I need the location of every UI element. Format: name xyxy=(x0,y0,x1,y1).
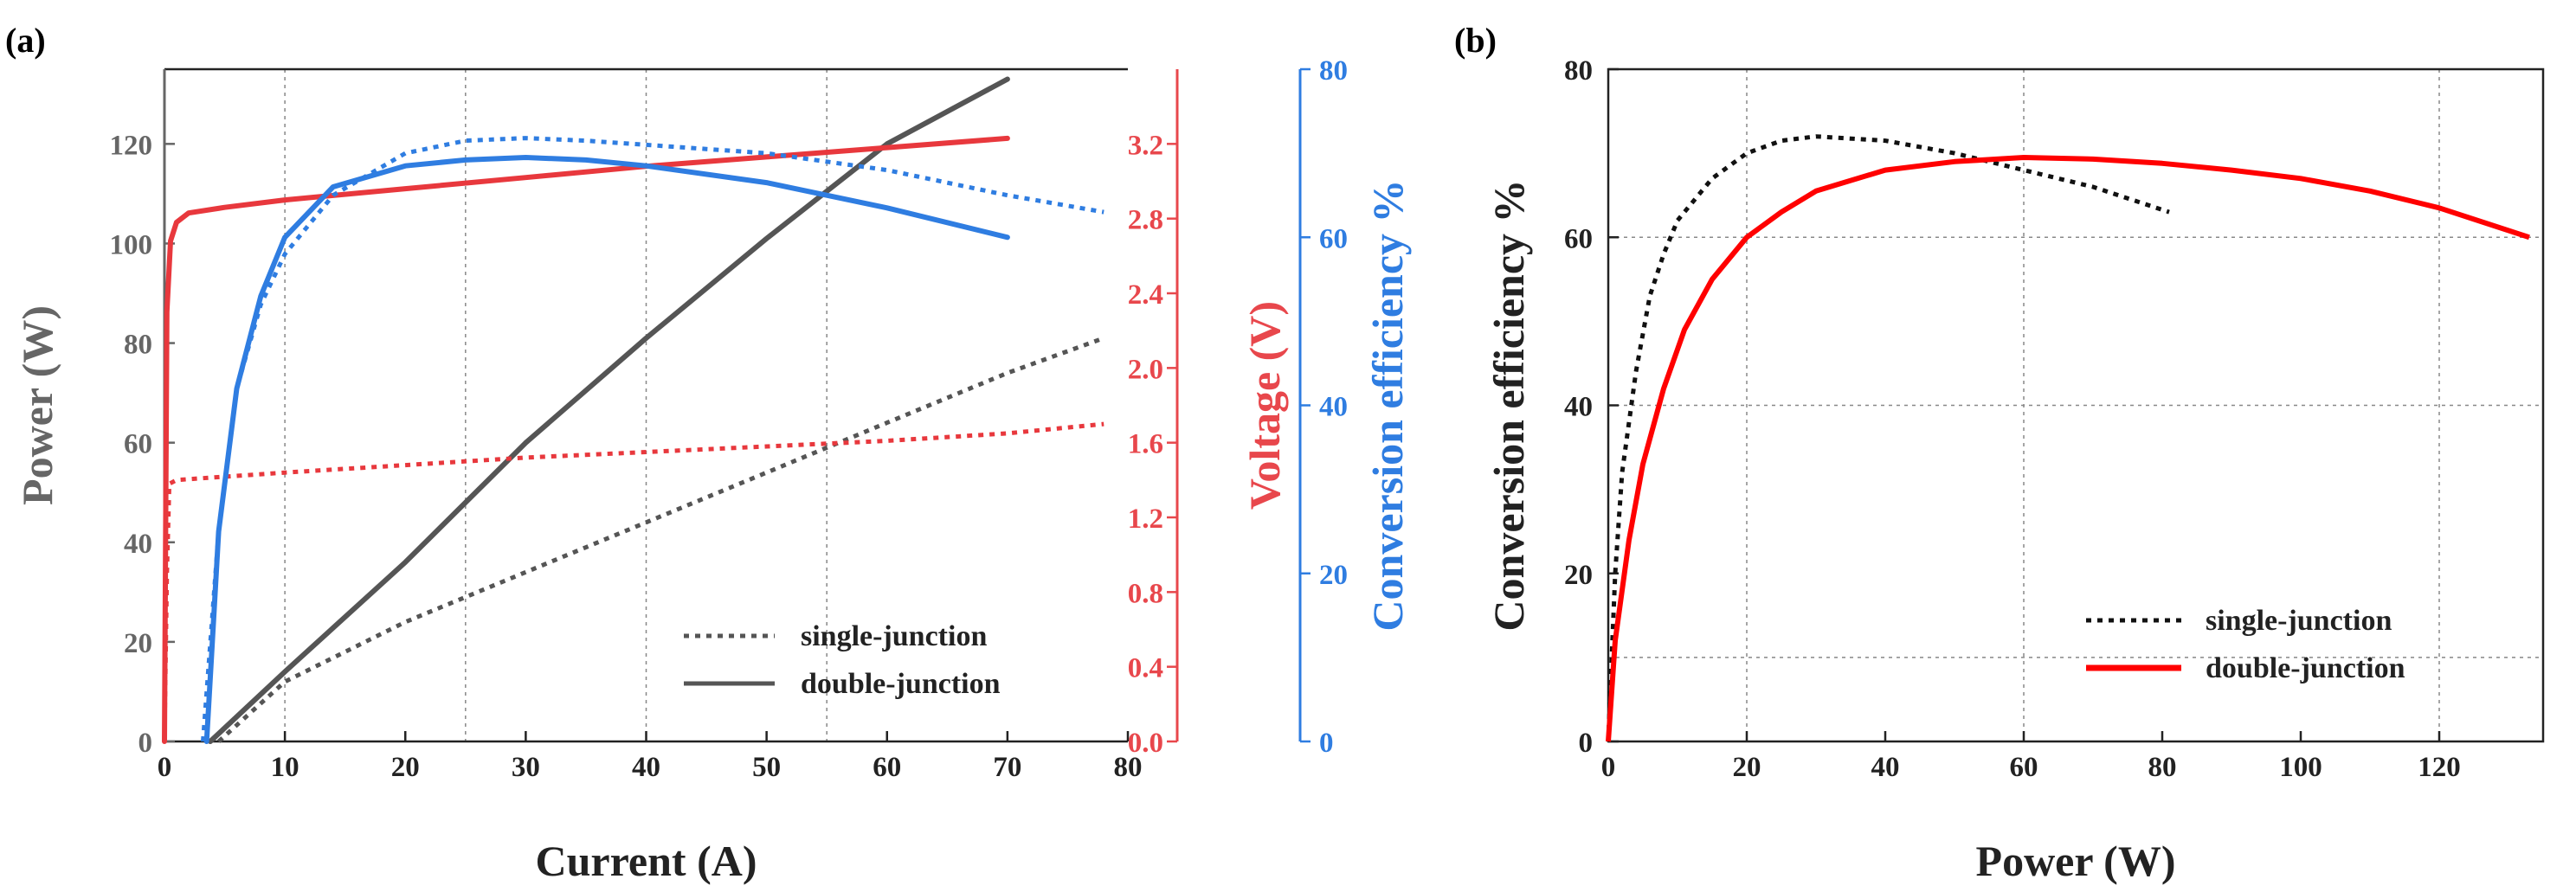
voltage-tick-label: 2.8 xyxy=(1128,205,1163,236)
x-tick-label: 40 xyxy=(632,752,660,783)
y-tick-label: 60 xyxy=(1564,223,1593,254)
y-tick-label: 80 xyxy=(1564,55,1593,87)
chart-a: 0 10 20 30 40 50 60 70 80 Current (A) 0 20 40 60 80 100… xyxy=(13,55,1412,885)
voltage-tick-label: 2.0 xyxy=(1128,354,1163,385)
efficiency-axis-label: Conversion efficiency % xyxy=(1363,179,1412,631)
efficiency-tick-label: 40 xyxy=(1319,392,1348,423)
x-tick-label: 80 xyxy=(1114,752,1143,783)
voltage-tick-label: 0.8 xyxy=(1128,578,1163,609)
series-single-junction xyxy=(1606,134,2170,742)
x-tick-label: 20 xyxy=(1733,752,1761,783)
x-tick-label: 0 xyxy=(158,752,172,783)
x-tick-label: 30 xyxy=(512,752,540,783)
x-tick-label: 80 xyxy=(2148,752,2177,783)
series-voltage-single-junction xyxy=(162,421,1104,742)
power-tick-label: 0 xyxy=(138,728,153,759)
efficiency-tick-label: 60 xyxy=(1319,223,1348,254)
y-axis-label: Conversion efficiency % xyxy=(1484,179,1533,631)
power-axis-label: Power (W) xyxy=(13,305,61,505)
voltage-tick-label: 3.2 xyxy=(1128,130,1163,161)
legend-label: double-junction xyxy=(801,668,1001,700)
x-axis-label: Power (W) xyxy=(1976,837,2176,885)
panel-a-label: (a) xyxy=(5,21,46,60)
x-tick-label: 100 xyxy=(2279,752,2322,783)
x-tick-label: 40 xyxy=(1871,752,1900,783)
x-axis-label: Current (A) xyxy=(536,837,757,885)
x-tick-label: 20 xyxy=(391,752,420,783)
voltage-tick-label: 0.4 xyxy=(1128,653,1163,684)
power-tick-label: 60 xyxy=(124,429,152,460)
voltage-tick-label: 1.2 xyxy=(1128,504,1163,535)
power-tick-label: 80 xyxy=(124,330,152,361)
series-voltage-double-junction xyxy=(162,135,1010,744)
x-tick-label: 0 xyxy=(1601,752,1616,783)
voltage-axis-label: Voltage (V) xyxy=(1240,301,1289,510)
y-tick-label: 20 xyxy=(1564,560,1593,591)
voltage-tick-label: 2.4 xyxy=(1128,279,1163,311)
legend-label: single-junction xyxy=(801,620,987,652)
series-power-double-junction xyxy=(207,76,1010,744)
voltage-tick-label: 1.6 xyxy=(1128,429,1163,460)
efficiency-tick-label: 80 xyxy=(1319,55,1348,87)
y-tick-label: 40 xyxy=(1564,392,1593,423)
x-tick-label: 60 xyxy=(2010,752,2038,783)
power-tick-label: 120 xyxy=(110,130,153,161)
legend-label: single-junction xyxy=(2206,605,2392,637)
x-tick-label: 60 xyxy=(873,752,901,783)
x-tick-label: 10 xyxy=(271,752,299,783)
power-tick-label: 40 xyxy=(124,529,152,560)
power-tick-label: 20 xyxy=(124,628,152,659)
y-tick-label: 0 xyxy=(1579,728,1594,759)
voltage-tick-label: 0.0 xyxy=(1128,728,1163,759)
legend-label: double-junction xyxy=(2206,652,2405,684)
x-tick-label: 70 xyxy=(993,752,1021,783)
efficiency-tick-label: 20 xyxy=(1319,560,1348,591)
series-power-single-junction xyxy=(216,336,1105,743)
power-tick-label: 100 xyxy=(110,229,153,260)
x-tick-label: 120 xyxy=(2418,752,2461,783)
x-tick-label: 50 xyxy=(752,752,781,783)
panel-b-label: (b) xyxy=(1454,21,1497,60)
series-efficiency-double-junction xyxy=(203,155,1010,744)
efficiency-tick-label: 0 xyxy=(1319,728,1334,759)
chart-b: 0 20 40 60 80 100 120 0 20 40 60 80 Power (W) Convers… xyxy=(1484,55,2545,885)
series-double-junction xyxy=(1606,155,2530,742)
